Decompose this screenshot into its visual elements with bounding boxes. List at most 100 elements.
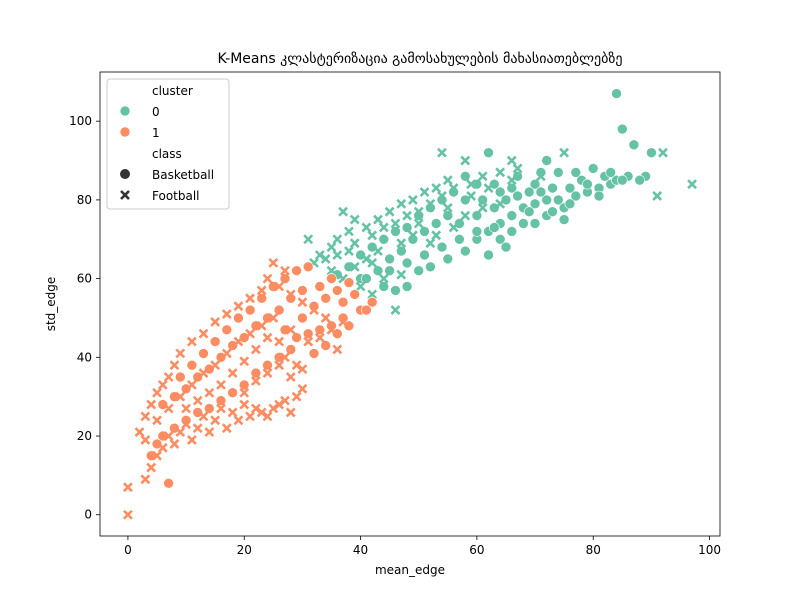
point-cluster-1-basketball-46 xyxy=(337,296,349,308)
points-layer xyxy=(122,88,698,520)
point-cluster-0-basketball-37 xyxy=(442,253,454,265)
point-cluster-1-basketball-50 xyxy=(262,359,273,371)
point-cluster-1-basketball-40 xyxy=(198,348,209,359)
point-cluster-0-basketball-90 xyxy=(616,174,628,186)
legend-label-basketball: Basketball xyxy=(152,168,214,182)
point-cluster-0-football-39 xyxy=(477,171,488,182)
point-cluster-0-basketball-11 xyxy=(634,174,646,186)
x-tick-label-2: 40 xyxy=(353,543,368,557)
point-cluster-0-basketball-79 xyxy=(547,206,558,217)
point-cluster-1-football-72 xyxy=(250,344,261,355)
point-cluster-1-basketball-6 xyxy=(361,304,372,316)
point-cluster-1-football-76 xyxy=(204,387,215,398)
x-axis-label: mean_edge xyxy=(375,563,445,577)
point-cluster-1-basketball-37 xyxy=(233,312,244,324)
point-cluster-1-football-50 xyxy=(198,328,209,339)
point-cluster-0-basketball-34 xyxy=(401,281,413,292)
point-cluster-0-football-25 xyxy=(326,265,337,276)
point-cluster-1-football-53 xyxy=(169,360,180,371)
point-cluster-0-football-31 xyxy=(378,222,389,233)
point-cluster-1-football-57 xyxy=(146,399,157,410)
point-cluster-0-football-29 xyxy=(349,238,360,249)
point-cluster-1-basketball-20 xyxy=(273,304,285,316)
point-cluster-1-basketball-42 xyxy=(175,371,186,383)
point-cluster-1-football-0 xyxy=(122,509,133,520)
point-cluster-1-football-84 xyxy=(262,368,273,378)
point-cluster-1-basketball-30 xyxy=(157,399,169,410)
point-cluster-1-football-48 xyxy=(221,309,232,319)
point-cluster-1-football-29 xyxy=(297,383,308,394)
point-cluster-0-basketball-88 xyxy=(570,167,582,178)
point-cluster-1-basketball-32 xyxy=(279,273,291,284)
point-cluster-0-basketball-1 xyxy=(616,123,628,135)
point-cluster-1-basketball-11 xyxy=(302,328,314,340)
point-cluster-1-football-83 xyxy=(250,376,261,386)
point-cluster-1-football-16 xyxy=(221,423,232,434)
point-cluster-1-football-20 xyxy=(245,411,255,422)
point-cluster-1-football-69 xyxy=(245,328,255,339)
point-cluster-0-basketball-6 xyxy=(541,155,553,166)
point-cluster-1-football-14 xyxy=(210,415,221,426)
point-cluster-0-basketball-28 xyxy=(355,249,366,261)
point-cluster-1-football-8 xyxy=(175,427,186,438)
point-cluster-0-basketball-65 xyxy=(436,241,448,253)
point-cluster-0-football-22 xyxy=(367,289,378,300)
point-cluster-1-football-32 xyxy=(303,336,314,347)
point-cluster-1-football-52 xyxy=(175,348,186,359)
point-cluster-0-football-54 xyxy=(396,269,407,280)
point-cluster-0-basketball-85 xyxy=(488,178,500,190)
point-cluster-1-football-60 xyxy=(140,435,151,445)
point-cluster-0-basketball-66 xyxy=(454,234,465,245)
point-cluster-1-basketball-45 xyxy=(326,273,337,284)
point-cluster-1-football-46 xyxy=(245,293,255,304)
point-cluster-1-football-27 xyxy=(285,407,296,418)
point-cluster-1-football-77 xyxy=(192,395,203,406)
point-cluster-0-basketball-5 xyxy=(483,147,494,158)
point-cluster-0-basketball-2 xyxy=(628,139,640,151)
point-cluster-1-football-75 xyxy=(216,379,226,390)
point-cluster-1-football-45 xyxy=(256,285,267,296)
point-cluster-1-football-39 xyxy=(297,297,308,308)
point-cluster-0-basketball-61 xyxy=(361,273,372,284)
point-cluster-1-basketball-54 xyxy=(215,395,227,406)
point-cluster-1-football-68 xyxy=(233,336,244,347)
point-cluster-0-basketball-83 xyxy=(459,194,471,206)
point-cluster-1-basketball-39 xyxy=(209,336,221,347)
point-cluster-0-football-8 xyxy=(349,214,360,225)
point-cluster-0-football-5 xyxy=(506,155,517,166)
point-cluster-0-basketball-44 xyxy=(529,198,541,210)
point-cluster-1-football-17 xyxy=(227,407,238,418)
point-cluster-1-basketball-58 xyxy=(169,422,180,434)
point-cluster-1-basketball-34 xyxy=(302,261,314,273)
legend-title-cluster: cluster xyxy=(152,84,193,98)
point-cluster-0-football-2 xyxy=(652,191,663,201)
point-cluster-1-football-7 xyxy=(169,438,180,449)
point-cluster-1-basketball-36 xyxy=(244,304,256,316)
point-cluster-0-basketball-36 xyxy=(425,261,436,273)
point-cluster-1-basketball-55 xyxy=(204,403,215,414)
point-cluster-1-football-41 xyxy=(274,281,285,292)
point-cluster-1-football-51 xyxy=(186,336,197,347)
point-cluster-0-basketball-92 xyxy=(523,206,535,217)
point-cluster-0-basketball-58 xyxy=(395,245,407,257)
point-cluster-0-basketball-26 xyxy=(378,234,390,245)
point-cluster-0-football-56 xyxy=(367,257,378,268)
y-axis: 0 20 40 60 80 100 xyxy=(69,114,100,522)
point-cluster-1-basketball-56 xyxy=(192,407,203,418)
y-axis-label: std_edge xyxy=(44,277,58,332)
point-cluster-1-football-2 xyxy=(140,474,151,485)
point-cluster-1-football-78 xyxy=(181,403,191,414)
point-cluster-0-football-20 xyxy=(442,175,453,186)
point-cluster-0-football-53 xyxy=(425,238,436,249)
point-cluster-1-football-70 xyxy=(256,320,267,331)
point-cluster-1-basketball-33 xyxy=(291,265,302,277)
point-cluster-0-football-0 xyxy=(687,179,698,190)
point-cluster-0-football-63 xyxy=(506,175,517,186)
point-cluster-1-basketball-14 xyxy=(297,312,308,324)
point-cluster-0-football-16 xyxy=(396,198,407,209)
point-cluster-0-football-12 xyxy=(344,226,354,237)
point-cluster-1-football-64 xyxy=(186,379,197,390)
point-cluster-1-football-66 xyxy=(210,360,221,371)
point-cluster-0-basketball-54 xyxy=(442,210,454,221)
point-cluster-1-football-34 xyxy=(326,324,337,335)
